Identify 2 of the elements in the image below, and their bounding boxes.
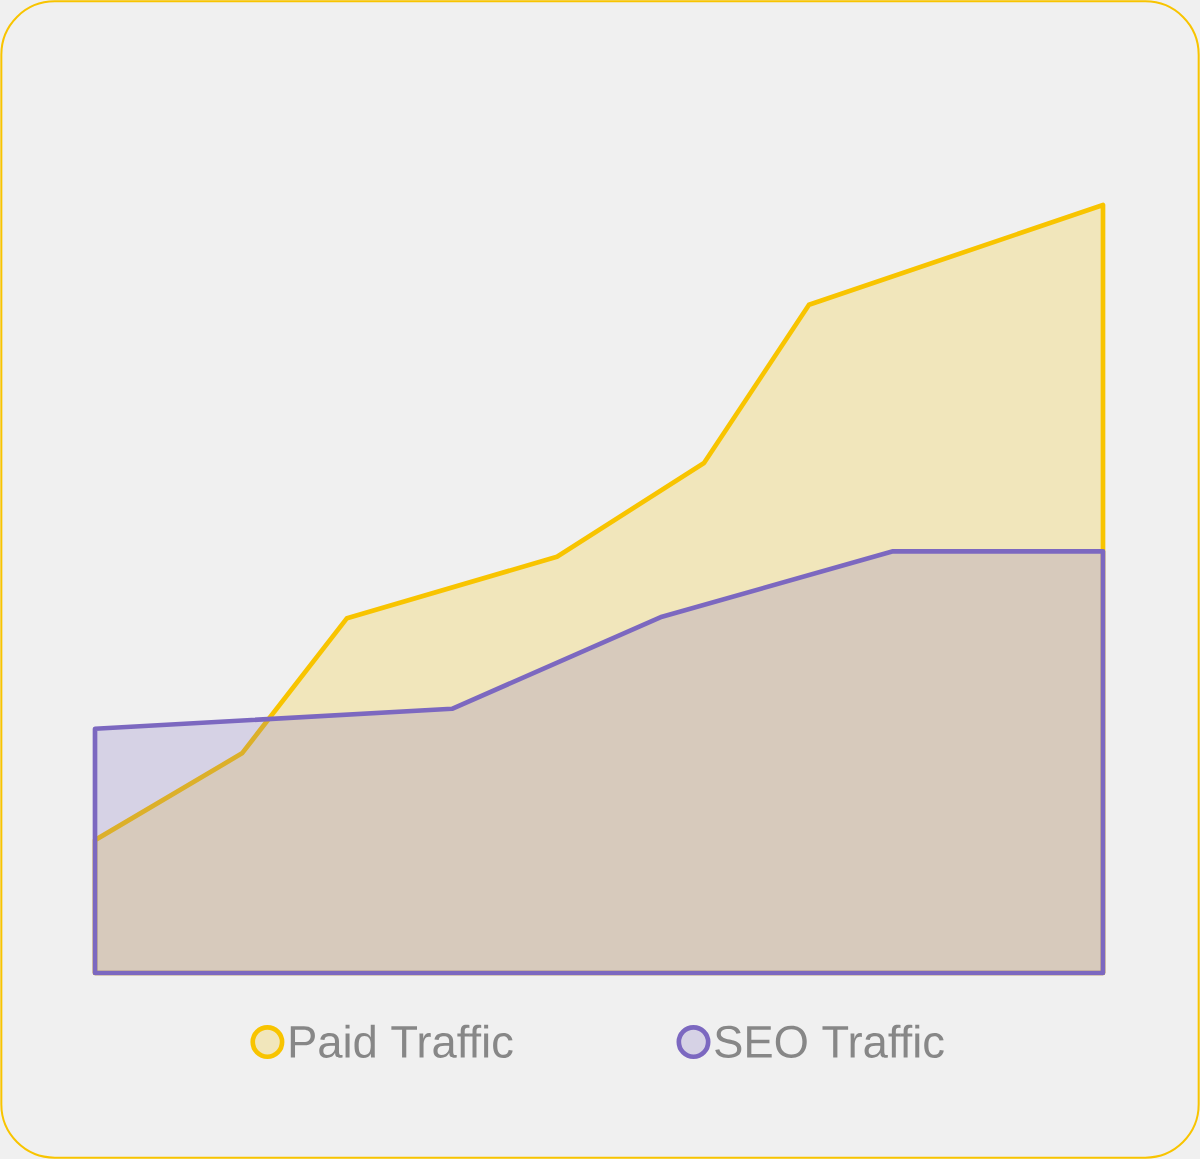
legend-label: SEO Traffic <box>715 1024 944 1058</box>
legend-label: Paid Traffic <box>290 1024 513 1058</box>
